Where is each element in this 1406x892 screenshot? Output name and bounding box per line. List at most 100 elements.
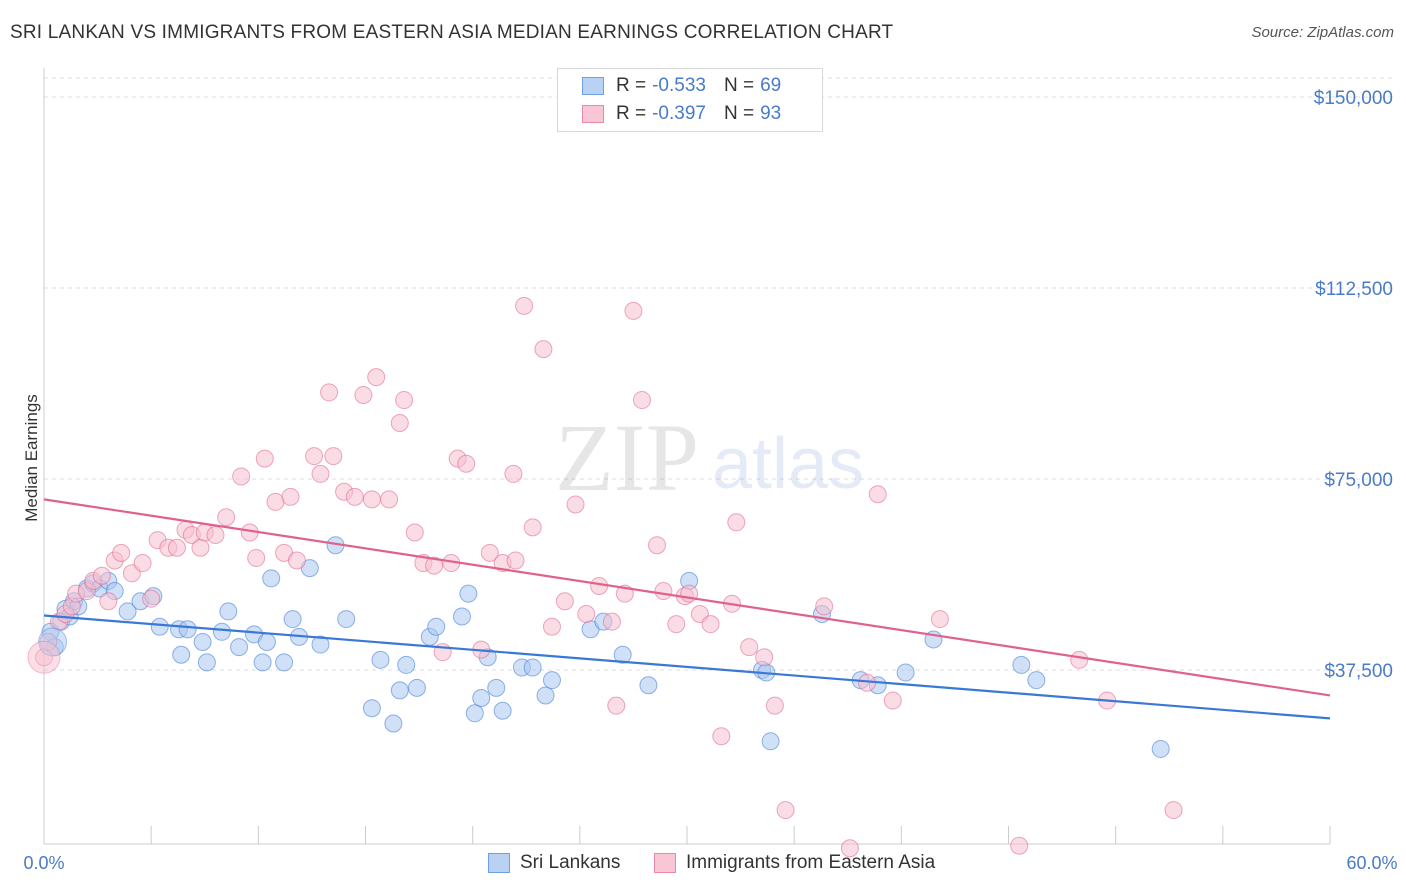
y-tick-label: $75,000	[1324, 470, 1393, 491]
data-point	[1010, 836, 1029, 855]
data-point	[765, 696, 784, 715]
data-point	[230, 638, 249, 657]
series-sri-lankans	[41, 536, 1170, 758]
data-point	[395, 391, 414, 410]
data-point-cluster	[27, 640, 61, 674]
data-point	[840, 839, 859, 858]
data-point	[311, 635, 330, 654]
bottom-legend-swatch-pink	[654, 853, 676, 873]
data-point	[262, 569, 281, 588]
data-point	[324, 447, 343, 466]
data-point	[337, 610, 356, 629]
data-point	[178, 620, 197, 639]
data-point	[99, 592, 118, 611]
data-point	[275, 653, 294, 672]
data-point	[380, 490, 399, 509]
data-point	[504, 464, 523, 483]
axes	[43, 68, 1331, 845]
bottom-legend-eastern-asia: Immigrants from Eastern Asia	[654, 852, 935, 874]
data-point	[1151, 739, 1170, 758]
data-point	[452, 607, 471, 626]
data-point	[362, 490, 381, 509]
data-point	[287, 551, 306, 570]
legend-n-label: N =	[723, 103, 755, 124]
data-point	[654, 582, 673, 601]
data-point	[320, 383, 339, 402]
data-point	[92, 566, 111, 585]
data-point	[217, 508, 236, 527]
data-point	[1070, 650, 1089, 669]
data-point	[776, 801, 795, 820]
data-point	[602, 612, 621, 631]
data-point	[345, 487, 364, 506]
bottom-legend-swatch-blue	[488, 853, 510, 873]
data-point	[191, 538, 210, 557]
data-point	[390, 413, 409, 432]
data-point	[247, 548, 266, 567]
data-point	[740, 638, 759, 657]
data-point	[457, 454, 476, 473]
data-point	[566, 495, 585, 514]
data-point	[354, 385, 373, 404]
x-tick-labels: 0.0% 60.0%	[23, 853, 1397, 873]
data-point	[283, 610, 302, 629]
data-point	[815, 597, 834, 616]
data-point	[311, 464, 330, 483]
data-point	[367, 368, 386, 387]
data-point	[1027, 671, 1046, 690]
data-point	[480, 543, 499, 562]
data-point	[405, 523, 424, 542]
data-point	[542, 617, 561, 636]
data-point	[632, 391, 651, 410]
data-point	[613, 645, 632, 664]
data-point	[523, 658, 542, 677]
data-point	[172, 645, 191, 664]
y-tick-label: $37,500	[1324, 661, 1393, 682]
data-point	[362, 699, 381, 718]
data-point	[133, 554, 152, 573]
chart-title: SRI LANKAN VS IMMIGRANTS FROM EASTERN AS…	[10, 22, 894, 43]
trend-line-eastern-asia	[43, 498, 1331, 697]
data-point	[167, 538, 186, 557]
data-point	[459, 584, 478, 603]
legend-r-value: -0.533	[652, 75, 706, 96]
data-point	[397, 655, 416, 674]
data-point	[555, 592, 574, 611]
data-point	[506, 551, 525, 570]
bottom-legend-label: Sri Lankans	[520, 852, 621, 873]
legend-row-eastern-asia: R = -0.397 N = 93	[582, 101, 781, 127]
data-point	[755, 648, 774, 667]
data-point	[712, 727, 731, 746]
chart-source: Source: ZipAtlas.com	[1251, 24, 1394, 41]
data-point	[868, 485, 887, 504]
legend-r-value: -0.397	[652, 103, 706, 124]
trend-line-sri-lankans	[43, 614, 1331, 720]
data-point	[930, 610, 949, 629]
legend-swatch-blue	[582, 77, 604, 95]
data-point	[647, 536, 666, 555]
data-point	[266, 492, 285, 511]
legend-swatch-pink	[582, 105, 604, 123]
data-point	[515, 296, 534, 315]
data-point	[577, 604, 596, 623]
data-point	[425, 556, 444, 575]
data-point	[542, 671, 561, 690]
trend-lines	[43, 498, 1331, 720]
data-point	[212, 622, 231, 641]
data-point	[465, 704, 484, 723]
watermark: ZIP atlas	[555, 404, 864, 511]
y-tick-labels: $37,500 $75,000 $112,500 $150,000	[1314, 88, 1393, 682]
data-point	[761, 732, 780, 751]
data-point	[472, 689, 491, 708]
data-point	[305, 447, 324, 466]
series-eastern-asia	[35, 296, 1183, 858]
watermark-zip: ZIP	[555, 404, 699, 511]
data-point	[253, 653, 272, 672]
legend-n-label: N =	[723, 75, 755, 96]
data-point	[493, 701, 512, 720]
data-point	[150, 617, 169, 636]
data-point	[206, 526, 225, 545]
data-point	[219, 602, 238, 621]
data-point	[255, 449, 274, 468]
